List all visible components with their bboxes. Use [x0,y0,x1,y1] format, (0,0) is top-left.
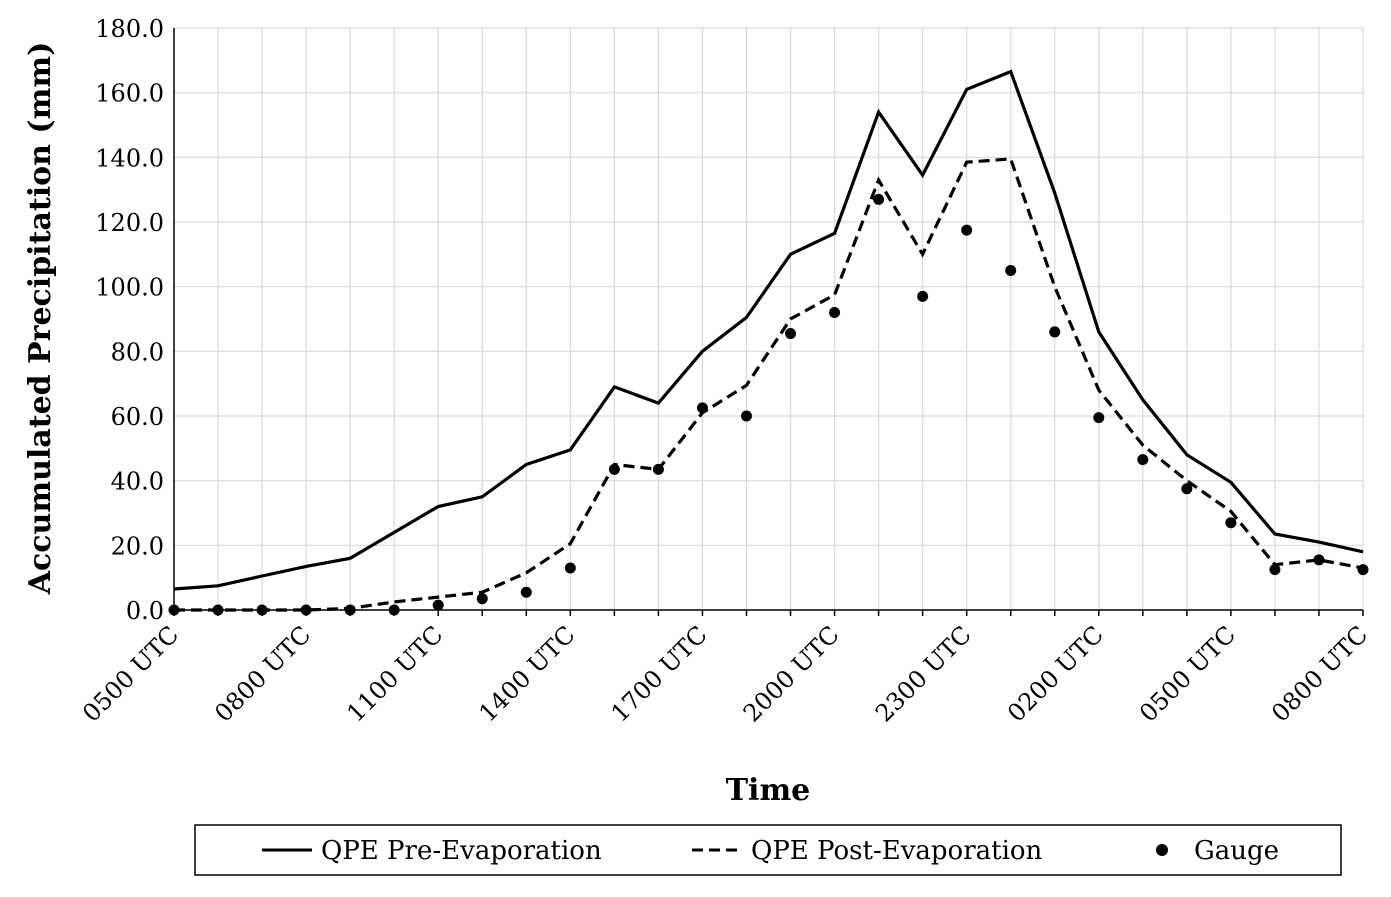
x-tick-label: 1700 UTC [606,620,713,727]
legend-box [194,824,1342,876]
x-tick-label: 1400 UTC [474,620,581,727]
x-tick-label: 0800 UTC [209,620,316,727]
gauge-point [696,402,708,414]
gauge-point [1137,454,1149,466]
gauge-point [1225,517,1237,529]
x-tick-label: 2300 UTC [870,620,977,727]
y-tick-label: 40.0 [111,468,164,496]
legend-pre-label: QPE Pre-Evaporation [321,836,602,866]
gauge-point [1005,265,1017,276]
x-tick-labels: 0500 UTC 0800 UTC 1100 UTC 1400 UTC 1700 UTC… [77,620,1373,727]
legend: QPE Pre-Evaporation QPE Post-Evaporation… [194,824,1342,876]
x-tick-label: 0500 UTC [77,620,184,727]
y-tick-label: 60.0 [111,403,164,431]
y-tick-labels: 0.0 20.0 40.0 60.0 80.0 100.0 120.0 140.0 160.0 1… [95,15,164,625]
series-gauge [168,193,1369,616]
gauge-point [1049,326,1061,338]
y-tick-label: 20.0 [111,532,164,560]
gauge-point [829,307,841,319]
line-qpe-pre-evaporation [173,69,1364,591]
series-qpe-post-evaporation [174,157,1364,612]
gauge-point [1269,564,1281,576]
gauge-point [1357,564,1369,576]
gauge-point [873,193,885,205]
y-axis-title: Accumulated Precipitation (mm) [23,42,58,596]
gauge-point [476,593,488,605]
y-tick-label: 180.0 [95,15,164,43]
gridlines [174,27,1364,611]
gauge-point [1181,483,1193,495]
gauge-point [564,562,576,574]
gauge-point [917,290,929,302]
gauge-point [785,328,797,340]
x-tick-label: 0800 UTC [1266,620,1373,727]
legend-gauge-label: Gauge [1194,836,1279,866]
x-tick-label: 1100 UTC [341,620,448,727]
gauge-point [740,410,752,422]
gauge-point [432,599,444,611]
series-qpe-pre-evaporation [173,69,1364,591]
gauge-point [1313,554,1325,566]
gauge-point [608,463,620,475]
y-tick-label: 100.0 [95,274,164,302]
y-tick-label: 120.0 [95,209,164,237]
x-tick-label: 0200 UTC [1002,620,1109,727]
legend-gauge-swatch [1156,844,1168,856]
gauge-point [961,224,973,236]
legend-post-label: QPE Post-Evaporation [751,836,1043,866]
y-tick-label: 80.0 [111,338,164,366]
axes [173,28,1364,616]
gauge-point [652,463,664,475]
gauge-point [520,586,532,598]
y-tick-label: 140.0 [95,144,164,172]
y-tick-label: 0.0 [126,597,164,625]
gauge-point [1093,412,1105,424]
line-qpe-post-evaporation [174,157,1364,612]
y-tick-label: 160.0 [95,80,164,108]
x-axis-title: Time [726,773,811,808]
x-tick-label: 0500 UTC [1134,620,1241,727]
x-tick-label: 2000 UTC [738,620,845,727]
